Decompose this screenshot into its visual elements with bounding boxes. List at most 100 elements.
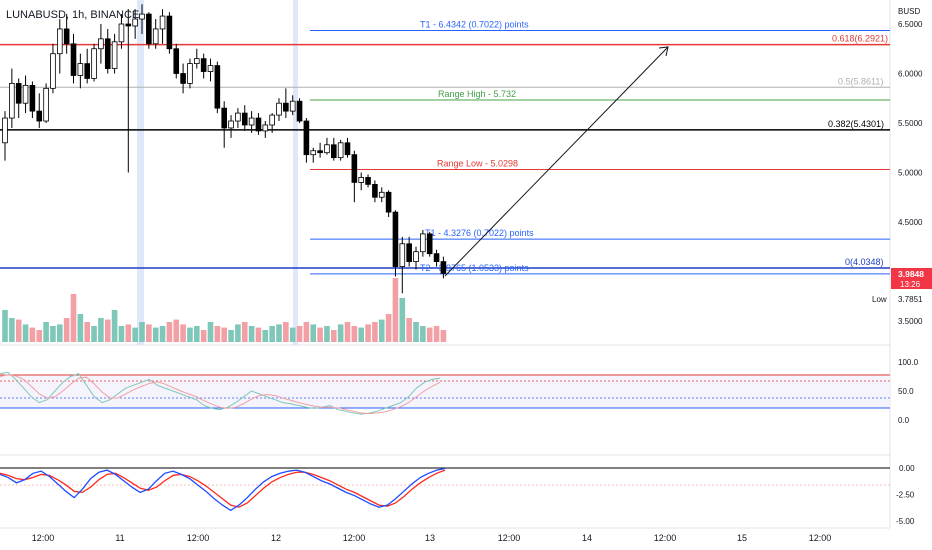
- symbol-label[interactable]: LUNABUSD, 1h, BINANCE: [6, 9, 139, 21]
- candle-body: [440, 261, 447, 274]
- volume-bar: [378, 319, 385, 342]
- arrow-head-icon: [658, 46, 669, 57]
- candle-body: [29, 84, 36, 112]
- candle-body: [214, 65, 221, 109]
- volume-bar: [269, 326, 275, 342]
- price-tick: 4.5000: [898, 218, 923, 227]
- candle-body: [399, 243, 406, 267]
- candle-body: [57, 28, 63, 55]
- macd-tick: -5.00: [896, 517, 915, 526]
- candle-body: [43, 87, 49, 122]
- rsi-lines: [0, 371, 441, 415]
- candle-body: [269, 114, 275, 126]
- candle-body: [152, 28, 159, 45]
- candle-body: [104, 38, 111, 69]
- candle-body: [330, 144, 337, 159]
- volume-bar: [70, 294, 77, 342]
- volume-bar: [255, 327, 262, 342]
- volume-bar: [413, 322, 419, 342]
- volume-bar: [406, 318, 412, 342]
- level-label: Range High - 5.732: [438, 89, 516, 99]
- time-tick: 13: [425, 533, 435, 543]
- candle-body: [378, 191, 385, 198]
- time-tick: 12: [271, 533, 281, 543]
- level-label: 0.618(6.2921): [832, 34, 888, 44]
- time-tick: 15: [737, 533, 747, 543]
- candle-body: [420, 233, 426, 253]
- candle-body: [392, 211, 399, 267]
- candle-body: [173, 48, 180, 74]
- level-label: T1 - 6.4342 (0.7022) points: [420, 20, 529, 30]
- volume-bar: [241, 322, 248, 342]
- candle-body: [324, 144, 330, 154]
- volume-bar: [262, 330, 269, 342]
- candle-body: [9, 83, 15, 119]
- rsi-axis: 100.0 50.0 0.0: [898, 358, 919, 425]
- candle-body: [358, 177, 364, 183]
- candle-body: [200, 58, 207, 72]
- volume-bar: [146, 324, 152, 342]
- volume-bar: [365, 324, 371, 342]
- time-tick: 14: [582, 533, 592, 543]
- candle-body: [125, 23, 132, 27]
- candle-body: [98, 38, 104, 50]
- rsi-tick: 50.0: [898, 387, 914, 396]
- volume-bar: [426, 327, 433, 342]
- candle-body: [2, 117, 8, 144]
- volume-bar: [2, 310, 8, 342]
- rsi-tick: 0.0: [898, 416, 910, 425]
- volume-bar: [159, 326, 166, 342]
- volume-bar: [303, 322, 310, 342]
- volume-bar: [372, 322, 378, 342]
- macd-lines: [0, 467, 446, 512]
- candle-body: [337, 142, 344, 159]
- candle-body: [207, 65, 214, 72]
- candle-body: [262, 124, 269, 132]
- time-tick: 12:00: [343, 533, 366, 543]
- volume-bars: [2, 278, 447, 342]
- volume-bar: [276, 324, 282, 342]
- candle-body: [118, 23, 125, 43]
- projection-arrow[interactable]: [444, 46, 669, 277]
- volume-bar: [111, 310, 118, 342]
- candlesticks: [2, 4, 447, 294]
- volume-bar: [29, 327, 36, 342]
- volume-bar: [84, 322, 90, 342]
- fib-levels: T1 - 6.4342 (0.7022) points 0.618(6.2921)…: [0, 20, 890, 275]
- price-tick: 3.5000: [898, 317, 923, 326]
- candle-body: [84, 63, 91, 79]
- time-axis: 12:00 11 12:00 12 12:00 13 12:00 14 12:00 15 12:00: [32, 533, 832, 543]
- macd-line: [0, 467, 446, 512]
- volume-bar: [180, 324, 186, 342]
- volume-bar: [104, 319, 111, 342]
- candle-body: [193, 58, 200, 65]
- volume-bar: [91, 326, 97, 342]
- candle-body: [255, 117, 262, 132]
- candle-body: [344, 142, 351, 156]
- price-axis: 6.5000 6.0000 5.5000 5.0000 4.5000 3.5000: [898, 20, 923, 326]
- candle-body: [433, 253, 440, 262]
- volume-bar: [420, 326, 426, 342]
- level-label: 0(4.0348): [845, 257, 884, 267]
- rsi-d-line: [0, 374, 441, 415]
- session-highlight: [293, 0, 298, 345]
- volume-bar: [77, 314, 84, 342]
- time-tick: 12:00: [809, 533, 832, 543]
- candle-body: [317, 150, 323, 154]
- level-label: 0.5(5.8611): [838, 76, 883, 86]
- macd-tick: -2.50: [896, 491, 915, 500]
- candle-body: [365, 177, 371, 185]
- low-value: 3.7851: [898, 295, 923, 304]
- price-tick: 5.0000: [898, 169, 923, 178]
- current-price-value: 3.9848: [898, 269, 924, 279]
- price-tick: 6.0000: [898, 70, 923, 79]
- price-tick: 5.5000: [898, 119, 923, 128]
- level-label: 0.382(5.4301): [828, 119, 884, 129]
- volume-bar: [221, 327, 227, 342]
- time-tick: 12:00: [498, 533, 521, 543]
- candle-body: [310, 150, 317, 156]
- rsi-band: [0, 375, 890, 408]
- candle-body: [241, 112, 248, 126]
- volume-bar: [173, 319, 180, 342]
